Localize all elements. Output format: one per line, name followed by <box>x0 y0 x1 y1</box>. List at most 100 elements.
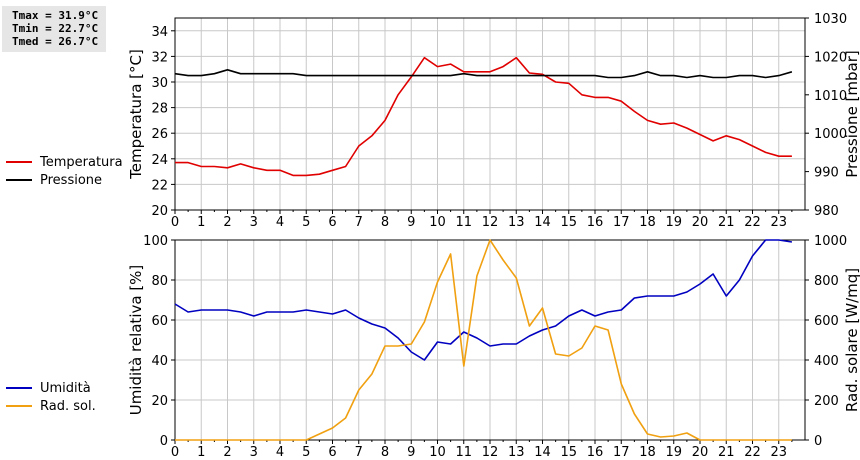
x-tick-label: 5 <box>302 215 310 230</box>
y-right-tick-label: 0 <box>814 434 822 449</box>
x-tick-label: 18 <box>639 445 656 460</box>
legend-label: Rad. sol. <box>40 398 96 414</box>
legend-label: Pressione <box>40 172 103 188</box>
x-tick-label: 23 <box>770 215 787 230</box>
legend-swatch <box>6 387 32 389</box>
x-tick-label: 12 <box>482 445 499 460</box>
x-tick-label: 18 <box>639 215 656 230</box>
x-tick-label: 13 <box>508 215 525 230</box>
y-right-tick-label: 980 <box>814 204 839 219</box>
y-tick-label: 100 <box>143 234 168 249</box>
x-tick-label: 5 <box>302 445 310 460</box>
y-tick-label: 40 <box>151 354 168 369</box>
x-tick-label: 11 <box>455 215 472 230</box>
legend-item-temperatura: Temperatura <box>6 153 123 171</box>
x-tick-label: 15 <box>560 215 577 230</box>
x-tick-label: 4 <box>276 215 284 230</box>
plot-frame <box>174 17 806 211</box>
x-tick-label: 11 <box>455 445 472 460</box>
y-right-tick-label: 1010 <box>814 89 847 104</box>
tmin-stat: Tmin = 22.7°C <box>12 22 99 35</box>
legend-top: Temperatura Pressione <box>6 153 123 189</box>
x-tick-label: 22 <box>744 445 761 460</box>
x-tick-label: 9 <box>407 445 415 460</box>
y-tick-label: 32 <box>151 50 168 65</box>
y-right-tick-label: 200 <box>814 394 839 409</box>
x-tick-label: 16 <box>587 445 604 460</box>
x-tick-label: 20 <box>692 215 709 230</box>
x-tick-label: 6 <box>328 215 336 230</box>
y-tick-label: 60 <box>151 314 168 329</box>
y-tick-label: 34 <box>151 25 168 40</box>
x-tick-label: 16 <box>587 215 604 230</box>
x-tick-label: 8 <box>381 215 389 230</box>
x-tick-label: 1 <box>197 445 205 460</box>
legend-swatch <box>6 179 32 181</box>
series-line-rad-sol- <box>175 239 792 441</box>
x-tick-label: 17 <box>613 445 630 460</box>
y-right-tick-label: 1000 <box>814 234 847 249</box>
x-tick-label: 4 <box>276 445 284 460</box>
y-right-tick-label: 990 <box>814 166 839 181</box>
x-tick-label: 12 <box>482 215 499 230</box>
x-tick-label: 19 <box>665 445 682 460</box>
x-tick-label: 7 <box>355 215 363 230</box>
x-tick-label: 13 <box>508 445 525 460</box>
x-tick-label: 9 <box>407 215 415 230</box>
x-tick-label: 6 <box>328 445 336 460</box>
stats-box: Tmax = 31.9°C Tmin = 22.7°C Tmed = 26.7°… <box>2 6 106 52</box>
legend-label: Umidità <box>40 380 91 396</box>
legend-label: Temperatura <box>40 154 123 170</box>
y-right-tick-label: 600 <box>814 314 839 329</box>
tmax-stat: Tmax = 31.9°C <box>12 9 99 22</box>
y-axis-label: Temperatura [°C] <box>127 49 145 180</box>
x-tick-label: 15 <box>560 445 577 460</box>
x-tick-label: 1 <box>197 215 205 230</box>
legend-item-rad-sol: Rad. sol. <box>6 397 96 415</box>
x-tick-label: 17 <box>613 215 630 230</box>
x-tick-label: 8 <box>381 445 389 460</box>
x-tick-label: 0 <box>171 215 179 230</box>
y-tick-label: 24 <box>151 153 168 168</box>
x-tick-label: 7 <box>355 445 363 460</box>
y-right-tick-label: 1020 <box>814 50 847 65</box>
x-tick-label: 3 <box>250 445 258 460</box>
x-tick-label: 23 <box>770 445 787 460</box>
legend-item-umidita: Umidità <box>6 379 96 397</box>
y-right-tick-label: 800 <box>814 274 839 289</box>
legend-bottom: Umidità Rad. sol. <box>6 379 96 415</box>
x-tick-label: 0 <box>171 445 179 460</box>
legend-swatch <box>6 161 32 163</box>
series-line-pressione <box>174 69 793 79</box>
y-right-tick-label: 1000 <box>814 127 847 142</box>
x-tick-label: 14 <box>534 445 551 460</box>
x-tick-label: 14 <box>534 215 551 230</box>
x-tick-label: 2 <box>223 215 231 230</box>
x-tick-label: 21 <box>718 445 735 460</box>
legend-swatch <box>6 405 32 407</box>
y-tick-label: 28 <box>151 102 168 117</box>
x-tick-label: 22 <box>744 215 761 230</box>
series-line-temperatura <box>175 56 792 177</box>
y-tick-label: 20 <box>151 394 168 409</box>
x-tick-label: 10 <box>429 215 446 230</box>
x-tick-label: 2 <box>223 445 231 460</box>
y-right-tick-label: 1030 <box>814 12 847 27</box>
x-tick-label: 20 <box>692 445 709 460</box>
y-tick-label: 22 <box>151 178 168 193</box>
x-tick-label: 19 <box>665 215 682 230</box>
legend-item-pressione: Pressione <box>6 171 123 189</box>
y-tick-label: 30 <box>151 76 168 91</box>
x-tick-label: 3 <box>250 215 258 230</box>
series-line-umidit- <box>174 239 793 361</box>
y-right-tick-label: 400 <box>814 354 839 369</box>
x-tick-label: 21 <box>718 215 735 230</box>
y-tick-label: 26 <box>151 127 168 142</box>
y-right-axis-label: Pressione [mbar] <box>843 50 860 178</box>
y-tick-label: 80 <box>151 274 168 289</box>
y-axis-label: Umidità relativa [%] <box>127 265 145 416</box>
y-tick-label: 20 <box>151 204 168 219</box>
y-tick-label: 0 <box>160 434 168 449</box>
y-right-axis-label: Rad. solare [W/mq] <box>843 268 860 412</box>
